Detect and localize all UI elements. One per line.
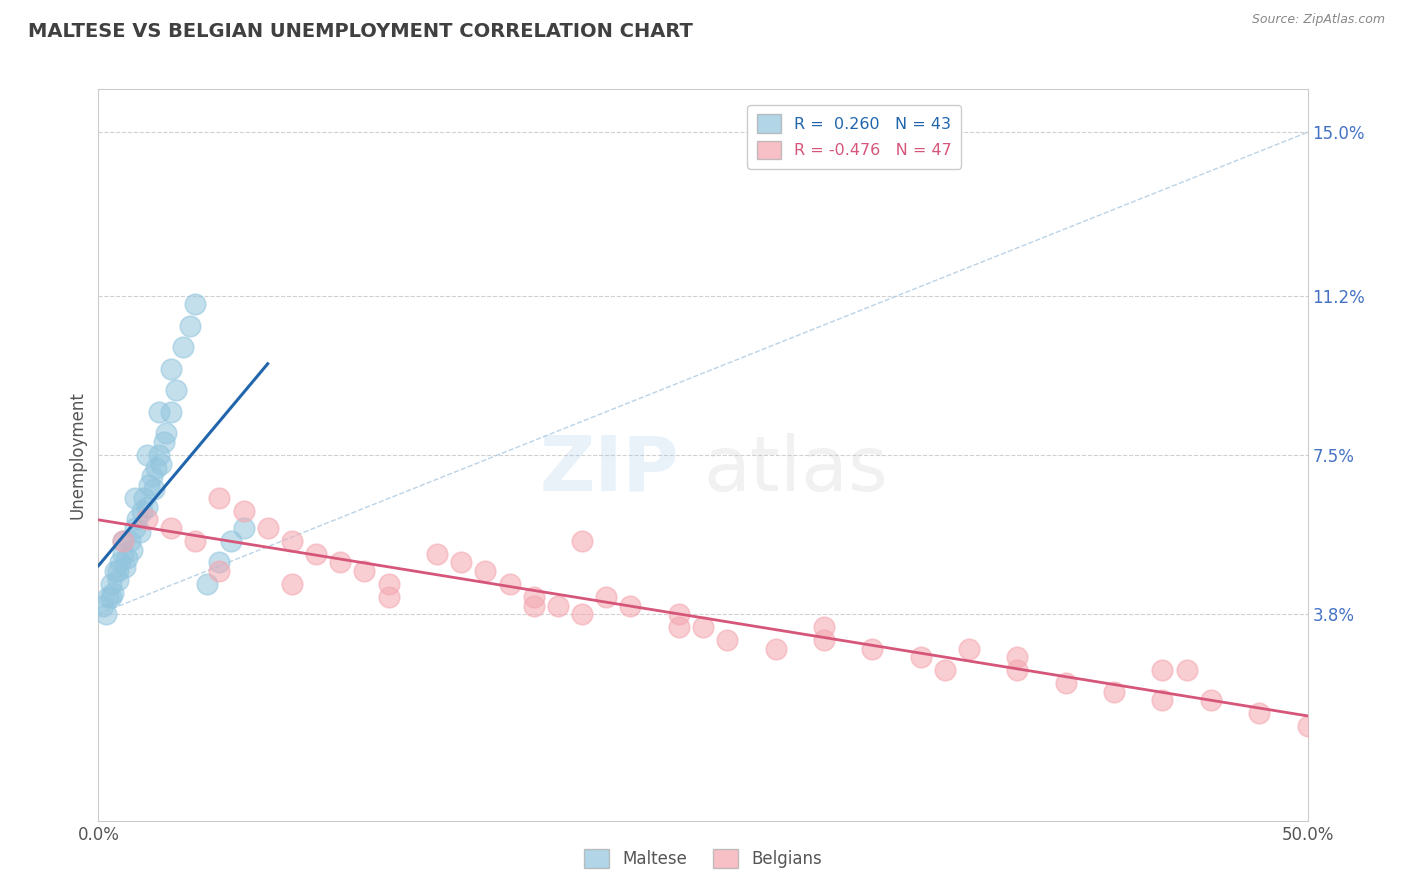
Point — [131, 504, 153, 518]
Point — [118, 533, 141, 548]
Text: atlas: atlas — [703, 433, 887, 507]
Point — [107, 564, 129, 578]
Legend: Maltese, Belgians: Maltese, Belgians — [578, 842, 828, 875]
Point — [184, 297, 207, 311]
Point — [141, 469, 163, 483]
Point — [208, 564, 231, 578]
Point — [107, 573, 129, 587]
Point — [135, 448, 157, 462]
Point — [101, 585, 124, 599]
Point — [329, 556, 352, 570]
Point — [860, 641, 883, 656]
Point — [281, 577, 304, 591]
Point — [104, 564, 127, 578]
Point — [668, 607, 690, 621]
Text: ZIP: ZIP — [540, 433, 679, 507]
Point — [138, 478, 160, 492]
Point — [121, 542, 143, 557]
Point — [152, 435, 174, 450]
Point — [100, 590, 122, 604]
Point — [208, 556, 231, 570]
Point — [716, 632, 738, 647]
Point — [353, 564, 375, 578]
Point — [668, 620, 690, 634]
Point — [155, 426, 177, 441]
Point — [934, 663, 956, 677]
Point — [172, 340, 194, 354]
Point — [184, 533, 207, 548]
Point — [208, 491, 231, 505]
Legend: R =  0.260   N = 43, R = -0.476   N = 47: R = 0.260 N = 43, R = -0.476 N = 47 — [748, 104, 962, 169]
Point — [160, 362, 183, 376]
Point — [179, 318, 201, 333]
Text: Source: ZipAtlas.com: Source: ZipAtlas.com — [1251, 13, 1385, 27]
Point — [160, 521, 183, 535]
Point — [426, 547, 449, 561]
Point — [957, 641, 980, 656]
Point — [765, 641, 787, 656]
Point — [1102, 684, 1125, 698]
Point — [1007, 663, 1029, 677]
Point — [165, 384, 187, 398]
Point — [474, 564, 496, 578]
Point — [128, 525, 150, 540]
Point — [450, 556, 472, 570]
Point — [813, 632, 835, 647]
Point — [813, 620, 835, 634]
Point — [100, 577, 122, 591]
Point — [114, 559, 136, 574]
Point — [595, 590, 617, 604]
Point — [1007, 650, 1029, 665]
Point — [1152, 663, 1174, 677]
Point — [117, 551, 139, 566]
Point — [232, 504, 254, 518]
Point — [143, 483, 166, 497]
Point — [148, 448, 170, 462]
Point — [111, 533, 134, 548]
Point — [135, 500, 157, 514]
Point — [111, 547, 134, 561]
Point — [523, 590, 546, 604]
Point — [124, 491, 146, 505]
Point — [94, 607, 117, 621]
Point — [377, 590, 399, 604]
Point — [1199, 693, 1222, 707]
Point — [1175, 663, 1198, 677]
Point — [111, 533, 134, 548]
Point — [377, 577, 399, 591]
Point — [498, 577, 520, 591]
Point — [619, 599, 641, 613]
Point — [148, 405, 170, 419]
Point — [256, 521, 278, 535]
Point — [281, 533, 304, 548]
Point — [1249, 706, 1271, 720]
Point — [135, 512, 157, 526]
Point — [195, 577, 218, 591]
Point — [134, 491, 156, 505]
Point — [571, 533, 593, 548]
Point — [232, 521, 254, 535]
Point — [108, 556, 131, 570]
Point — [692, 620, 714, 634]
Point — [547, 599, 569, 613]
Point — [127, 512, 149, 526]
Point — [150, 457, 173, 471]
Point — [910, 650, 932, 665]
Point — [305, 547, 328, 561]
Point — [523, 599, 546, 613]
Point — [1152, 693, 1174, 707]
Point — [1054, 676, 1077, 690]
Point — [124, 521, 146, 535]
Text: MALTESE VS BELGIAN UNEMPLOYMENT CORRELATION CHART: MALTESE VS BELGIAN UNEMPLOYMENT CORRELAT… — [28, 22, 693, 41]
Point — [221, 533, 243, 548]
Point — [571, 607, 593, 621]
Point — [1296, 719, 1319, 733]
Point — [97, 590, 120, 604]
Y-axis label: Unemployment: Unemployment — [69, 391, 87, 519]
Point — [91, 599, 114, 613]
Point — [160, 405, 183, 419]
Point — [145, 460, 167, 475]
